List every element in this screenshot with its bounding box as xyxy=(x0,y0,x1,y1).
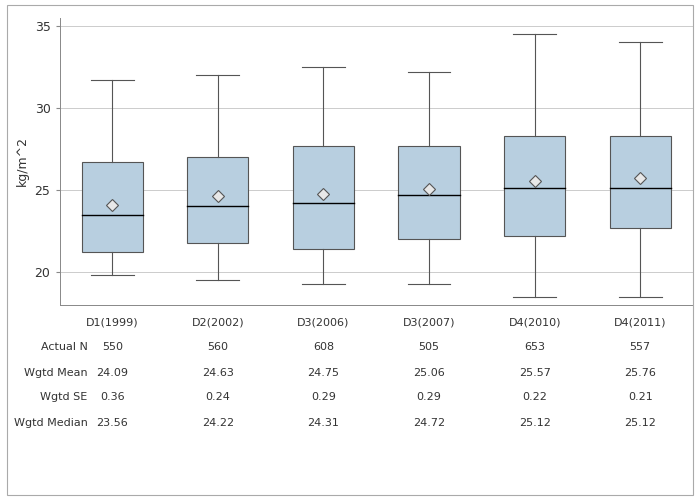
Text: 23.56: 23.56 xyxy=(97,418,128,428)
Text: 24.09: 24.09 xyxy=(97,368,128,378)
Text: 25.12: 25.12 xyxy=(624,418,656,428)
Text: 0.24: 0.24 xyxy=(205,392,230,402)
Text: 24.75: 24.75 xyxy=(307,368,340,378)
Text: 0.21: 0.21 xyxy=(628,392,652,402)
Bar xyxy=(504,136,565,236)
Text: 25.76: 25.76 xyxy=(624,368,656,378)
Text: 505: 505 xyxy=(419,342,440,352)
Text: 25.57: 25.57 xyxy=(519,368,551,378)
Text: Wgtd Mean: Wgtd Mean xyxy=(24,368,88,378)
Bar xyxy=(610,136,671,228)
Text: D4(2010): D4(2010) xyxy=(508,318,561,328)
Text: D2(2002): D2(2002) xyxy=(192,318,244,328)
Text: Wgtd SE: Wgtd SE xyxy=(41,392,88,402)
Bar xyxy=(82,162,143,252)
Text: 608: 608 xyxy=(313,342,334,352)
Text: 653: 653 xyxy=(524,342,545,352)
Bar xyxy=(188,157,248,242)
Bar xyxy=(398,146,460,240)
Text: D3(2007): D3(2007) xyxy=(402,318,455,328)
Text: 24.22: 24.22 xyxy=(202,418,234,428)
Bar xyxy=(293,146,354,249)
Text: 0.36: 0.36 xyxy=(100,392,125,402)
Y-axis label: kg/m^2: kg/m^2 xyxy=(16,136,29,186)
Text: 24.72: 24.72 xyxy=(413,418,445,428)
Text: 560: 560 xyxy=(207,342,228,352)
Text: Actual N: Actual N xyxy=(41,342,88,352)
Text: D1(1999): D1(1999) xyxy=(86,318,139,328)
Text: 557: 557 xyxy=(629,342,651,352)
Text: 550: 550 xyxy=(102,342,122,352)
Text: 0.29: 0.29 xyxy=(311,392,336,402)
Text: D3(2006): D3(2006) xyxy=(298,318,349,328)
Text: 0.22: 0.22 xyxy=(522,392,547,402)
Text: Wgtd Median: Wgtd Median xyxy=(13,418,88,428)
Text: 25.12: 25.12 xyxy=(519,418,551,428)
Text: 24.31: 24.31 xyxy=(307,418,340,428)
Text: 24.63: 24.63 xyxy=(202,368,234,378)
Text: D4(2011): D4(2011) xyxy=(614,318,666,328)
Text: 0.29: 0.29 xyxy=(416,392,442,402)
Text: 25.06: 25.06 xyxy=(413,368,445,378)
